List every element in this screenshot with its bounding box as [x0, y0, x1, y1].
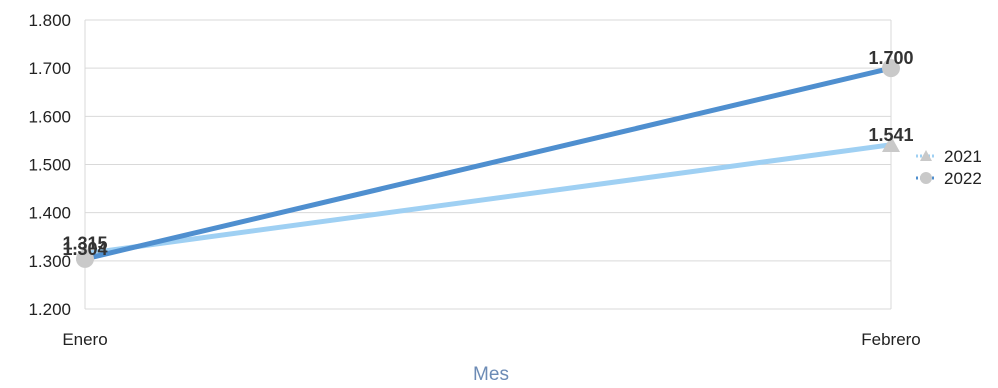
y-tick-label: 1.200 [28, 300, 71, 319]
data-labels: 1.315 1.541 1.304 1.700 [62, 48, 913, 259]
legend-marker [920, 172, 932, 184]
data-point-2022 [76, 249, 94, 268]
series-markers [76, 59, 900, 268]
series-line-2021 [82, 142, 894, 257]
data-label-2022: 1.304 [62, 239, 107, 259]
data-label-2022: 1.700 [868, 48, 913, 68]
y-tick-label: 1.800 [28, 11, 71, 30]
legend: 2021 2022 [916, 147, 982, 188]
x-tick-label: Febrero [861, 330, 921, 349]
data-label-2021: 1.541 [868, 125, 913, 145]
grid-lines [84, 19, 892, 310]
data-point-2022 [882, 59, 900, 78]
x-tick-label: Enero [62, 330, 107, 349]
y-tick-label: 1.500 [28, 156, 71, 175]
y-tick-label: 1.600 [28, 107, 71, 126]
series-lines [82, 65, 894, 262]
legend-marker [920, 150, 932, 161]
x-axis-ticks: Enero Febrero [62, 330, 920, 349]
y-axis-ticks: 1.200 1.300 1.400 1.500 1.600 1.700 1.800 [28, 11, 71, 319]
data-label-2021: 1.315 [62, 234, 107, 254]
y-tick-label: 1.300 [28, 252, 71, 271]
y-tick-label: 1.400 [28, 204, 71, 223]
x-axis-title: Mes [473, 364, 509, 385]
legend-label: 2022 [944, 169, 982, 188]
y-tick-label: 1.700 [28, 59, 71, 78]
series-line-2022 [82, 65, 894, 262]
data-point-2021 [882, 135, 900, 152]
legend-label: 2021 [944, 147, 982, 166]
